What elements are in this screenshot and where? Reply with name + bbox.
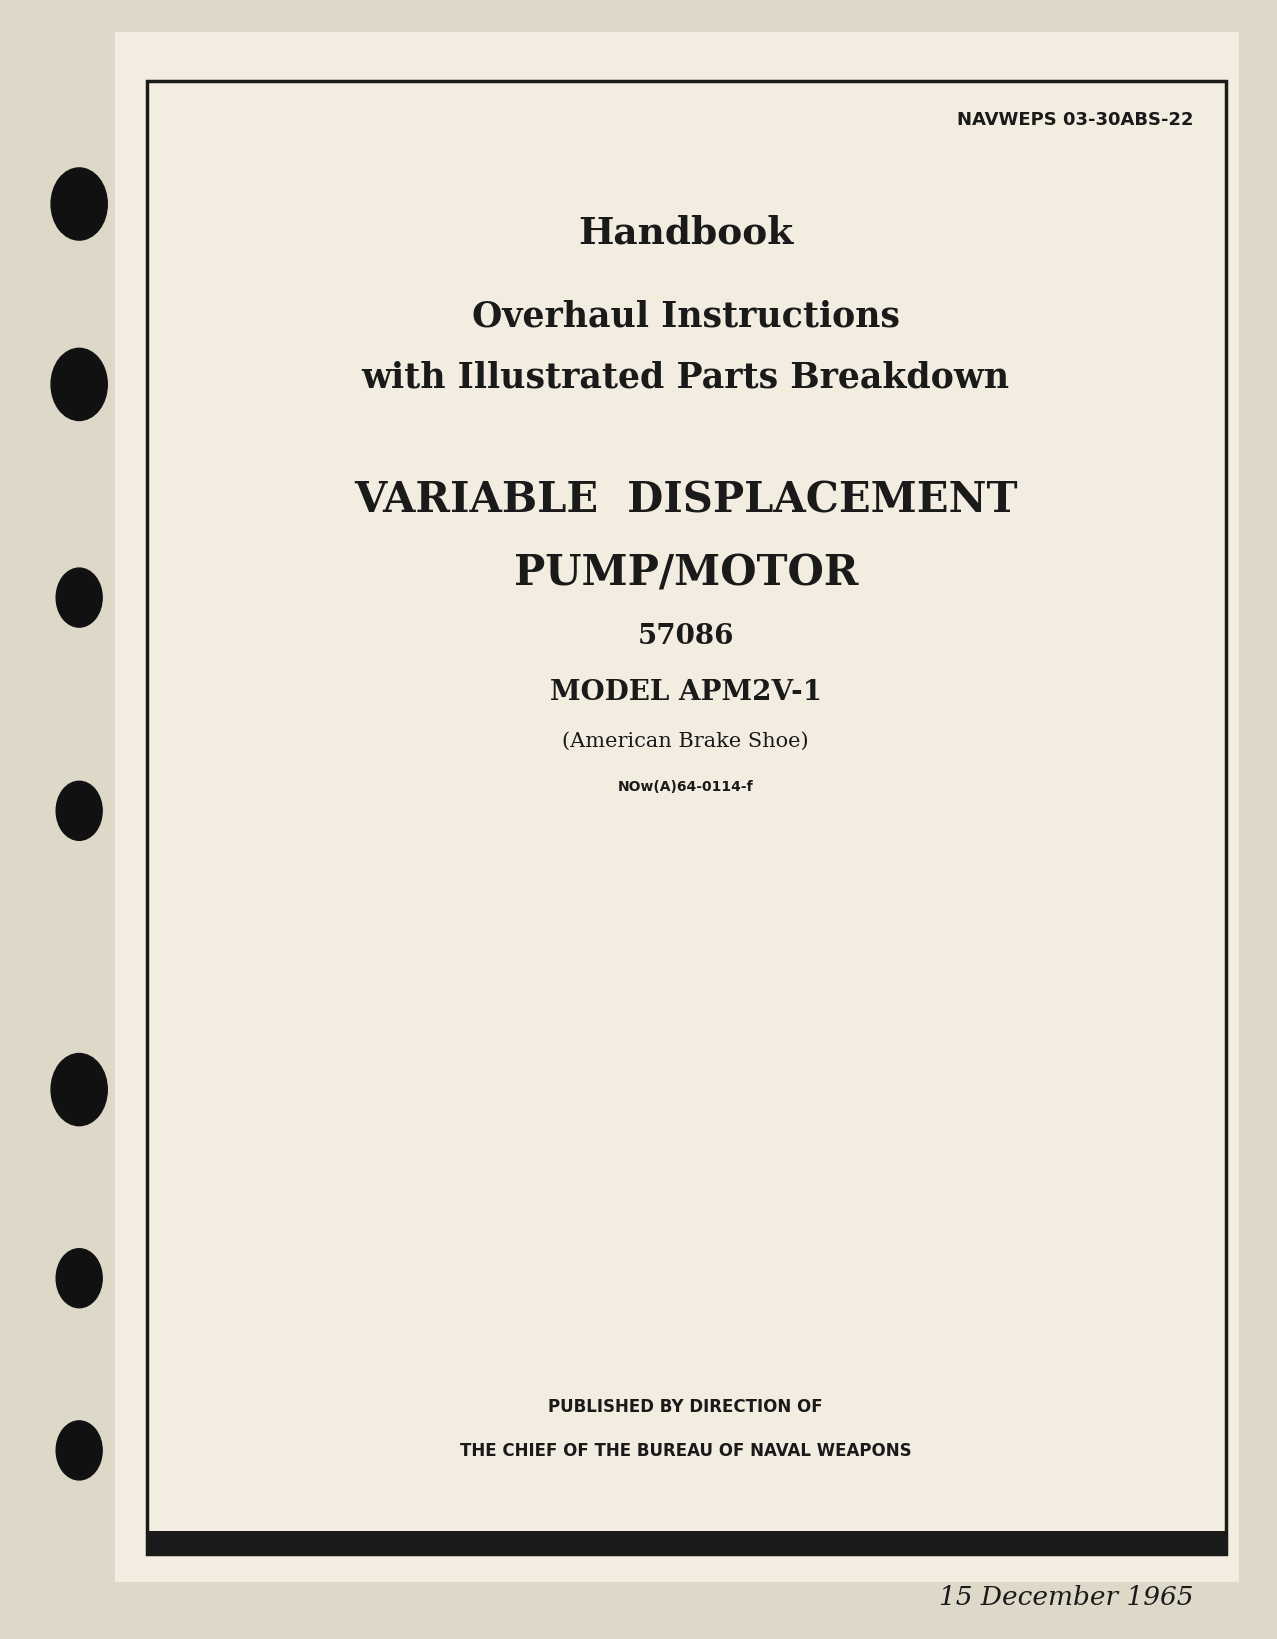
Text: (American Brake Shoe): (American Brake Shoe) — [562, 731, 810, 751]
Circle shape — [51, 349, 107, 421]
Text: PUBLISHED BY DIRECTION OF: PUBLISHED BY DIRECTION OF — [548, 1398, 824, 1414]
Text: VARIABLE  DISPLACEMENT: VARIABLE DISPLACEMENT — [354, 479, 1018, 521]
Text: 57086: 57086 — [637, 623, 734, 649]
Text: THE CHIEF OF THE BUREAU OF NAVAL WEAPONS: THE CHIEF OF THE BUREAU OF NAVAL WEAPONS — [460, 1442, 912, 1459]
Circle shape — [51, 1054, 107, 1126]
Text: NOw(A)64-0114-f: NOw(A)64-0114-f — [618, 780, 753, 793]
Text: PUMP/MOTOR: PUMP/MOTOR — [513, 552, 858, 595]
Text: MODEL APM2V-1: MODEL APM2V-1 — [550, 679, 821, 705]
Circle shape — [56, 782, 102, 841]
Circle shape — [56, 1249, 102, 1308]
Text: Overhaul Instructions: Overhaul Instructions — [471, 300, 900, 333]
Bar — [115, 33, 1239, 1582]
Circle shape — [56, 569, 102, 628]
Bar — [147, 82, 1226, 1554]
Text: with Illustrated Parts Breakdown: with Illustrated Parts Breakdown — [361, 361, 1010, 393]
Circle shape — [51, 169, 107, 241]
Text: NAVWEPS 03-30ABS-22: NAVWEPS 03-30ABS-22 — [958, 111, 1194, 128]
Circle shape — [56, 1421, 102, 1480]
Text: 15 December 1965: 15 December 1965 — [940, 1583, 1194, 1609]
Bar — [147, 1531, 1226, 1554]
Text: Handbook: Handbook — [578, 215, 793, 251]
